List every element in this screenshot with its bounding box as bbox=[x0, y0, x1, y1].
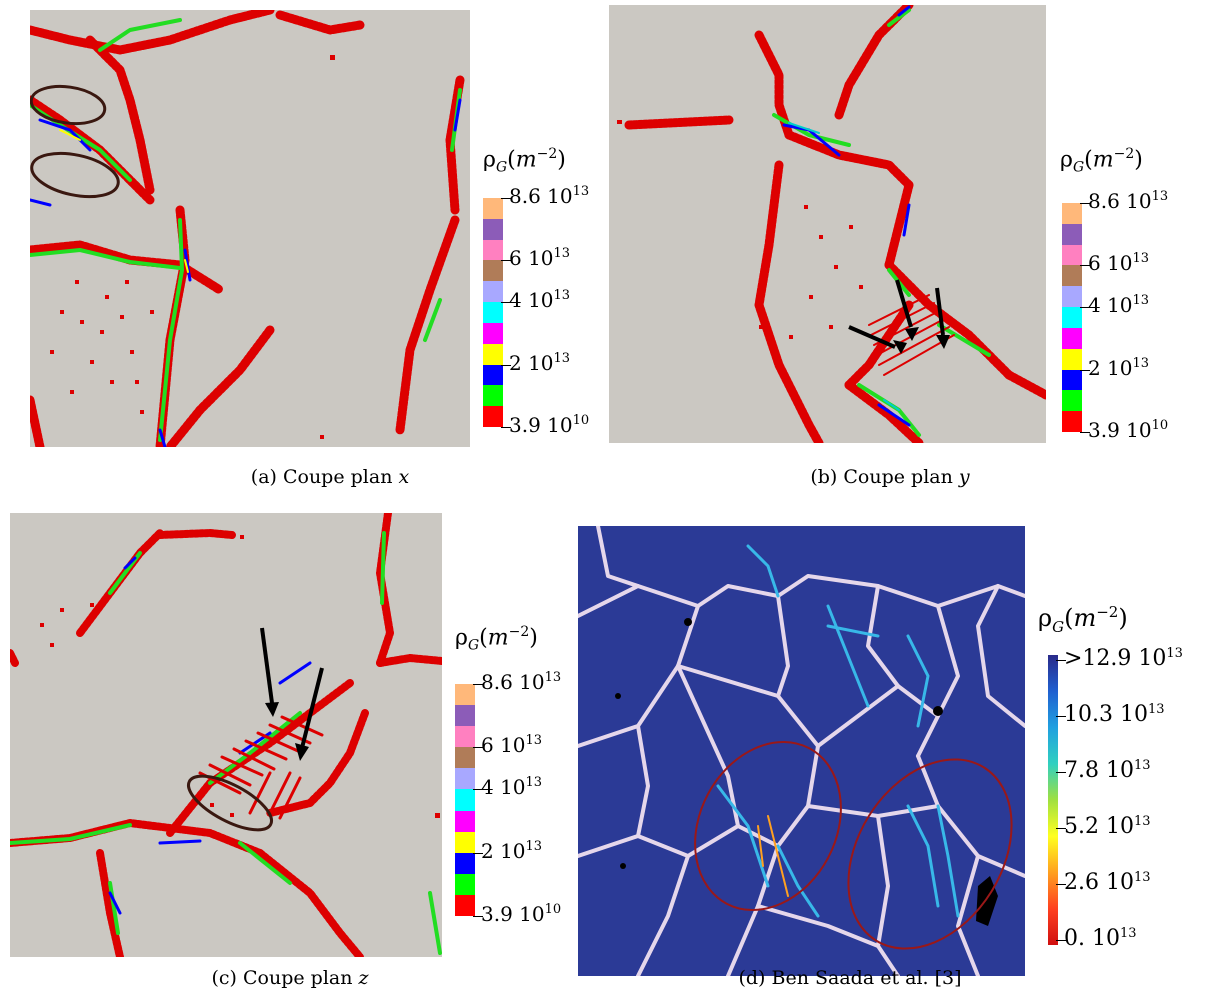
colorbar-tick-mark bbox=[1056, 884, 1066, 885]
panel-a: ρG(m−2) 8.6 1013 6 1013 4 1013 2 1013 3.9 10… bbox=[0, 0, 600, 490]
colorbar-tick-mark bbox=[1080, 432, 1090, 433]
colorbar-a bbox=[483, 198, 503, 428]
colorbar-swatch bbox=[1062, 307, 1082, 329]
colorbar-swatch bbox=[1062, 244, 1082, 266]
colorbar-title-c: ρG(m−2) bbox=[455, 624, 538, 654]
colorbar-tick-label: 3.9 1010 bbox=[481, 902, 562, 926]
colorbar-swatch bbox=[483, 385, 503, 407]
colorbar-swatch bbox=[483, 322, 503, 345]
colorbar-tick-mark bbox=[501, 302, 511, 304]
colorbar-swatch bbox=[455, 726, 475, 748]
colorbar-tick-label: 3.9 1010 bbox=[1088, 418, 1169, 442]
colorbar-swatch bbox=[455, 768, 475, 790]
colorbar-tick-mark bbox=[501, 198, 511, 199]
colorbar-tick-mark bbox=[473, 684, 483, 685]
colorbar-tick-mark bbox=[1080, 369, 1090, 371]
colorbar-tick-mark bbox=[501, 364, 511, 366]
colorbar-swatch bbox=[1062, 223, 1082, 246]
colorbar-swatch bbox=[1062, 348, 1082, 371]
colorbar-title-b: ρG(m−2) bbox=[1060, 146, 1143, 176]
colorbar-tick-mark bbox=[1056, 828, 1066, 829]
panel-d: ρG(m−2) >12.9 1013 10.3 1013 7.8 1013 5.2 1… bbox=[578, 490, 1209, 993]
colorbar-swatch bbox=[455, 684, 475, 706]
colorbar-swatch bbox=[483, 406, 503, 428]
colorbar-tick-label: 4 1013 bbox=[481, 775, 543, 800]
colorbar-tick-mark bbox=[1080, 307, 1090, 309]
colorbar-tick-mark bbox=[1056, 716, 1066, 717]
colorbar-tick-mark bbox=[1056, 772, 1066, 773]
colorbar-tick-mark bbox=[1080, 265, 1090, 267]
colorbar-tick-label: 6 1013 bbox=[509, 246, 571, 271]
colorbar-swatch bbox=[483, 343, 503, 366]
colorbar-tick-label: 2 1013 bbox=[1088, 355, 1150, 380]
density-map-d-svg bbox=[578, 526, 1025, 976]
colorbar-tick-label: 2 1013 bbox=[481, 838, 543, 863]
density-map-c-svg bbox=[10, 513, 442, 957]
density-map-c bbox=[10, 513, 442, 957]
density-map-a-svg bbox=[30, 10, 465, 447]
colorbar-tick-label: 4 1013 bbox=[509, 288, 571, 313]
colorbar-tick-label: 8.6 1013 bbox=[1088, 189, 1169, 213]
colorbar-tick-label: 10.3 1013 bbox=[1064, 702, 1165, 727]
colorbar-swatch bbox=[483, 198, 503, 220]
colorbar-tick-label: 0. 1013 bbox=[1064, 926, 1137, 951]
colorbar-tick-label: 4 1013 bbox=[1088, 293, 1150, 318]
colorbar-b bbox=[1062, 203, 1082, 433]
panel-b: ρG(m−2) 8.6 1013 6 1013 4 1013 2 1013 3.9 10… bbox=[600, 0, 1209, 490]
colorbar-swatch bbox=[455, 873, 475, 896]
colorbar-swatch bbox=[483, 260, 503, 282]
panel-c: ρG(m−2) 8.6 1013 6 1013 4 1013 2 1013 3.9 10… bbox=[0, 490, 600, 993]
colorbar-tick-label: 3.9 1010 bbox=[509, 413, 590, 437]
colorbar-tick-mark bbox=[1056, 660, 1066, 661]
colorbar-c bbox=[455, 684, 475, 917]
colorbar-swatch bbox=[483, 364, 503, 386]
colorbar-tick-mark bbox=[501, 427, 511, 428]
colorbar-swatch bbox=[455, 705, 475, 727]
colorbar-swatch bbox=[483, 302, 503, 324]
colorbar-swatch bbox=[1062, 286, 1082, 308]
colorbar-swatch bbox=[455, 747, 475, 769]
caption-c: (c) Coupe plan z bbox=[211, 967, 369, 989]
colorbar-tick-mark bbox=[473, 916, 483, 917]
colorbar-swatch bbox=[1062, 327, 1082, 350]
colorbar-title-a: ρG(m−2) bbox=[483, 146, 566, 176]
colorbar-swatch bbox=[455, 789, 475, 812]
density-map-b bbox=[609, 5, 1046, 443]
colorbar-tick-mark bbox=[1056, 940, 1066, 941]
density-map-d bbox=[578, 526, 1025, 976]
colorbar-swatch bbox=[1062, 411, 1082, 433]
colorbar-swatch bbox=[483, 218, 503, 241]
density-map-b-svg bbox=[617, 5, 1046, 443]
colorbar-tick-label: 8.6 1013 bbox=[481, 670, 562, 694]
colorbar-tick-label: 2 1013 bbox=[509, 350, 571, 375]
colorbar-swatch bbox=[483, 239, 503, 261]
colorbar-tick-label: 2.6 1013 bbox=[1064, 870, 1151, 895]
colorbar-title-d: ρG(m−2) bbox=[1038, 603, 1128, 636]
colorbar-swatch bbox=[455, 852, 475, 875]
colorbar-swatch bbox=[455, 810, 475, 833]
caption-d: (d) Ben Saada et al. [3] bbox=[738, 967, 962, 989]
colorbar-swatch bbox=[1062, 265, 1082, 287]
colorbar-tick-mark bbox=[473, 747, 483, 749]
colorbar-swatch bbox=[1062, 203, 1082, 225]
colorbar-tick-label: 6 1013 bbox=[481, 733, 543, 758]
colorbar-tick-mark bbox=[501, 260, 511, 262]
colorbar-swatch bbox=[1062, 369, 1082, 391]
colorbar-swatch bbox=[455, 894, 475, 917]
colorbar-tick-label: 8.6 1013 bbox=[509, 184, 590, 208]
caption-b: (b) Coupe plan y bbox=[810, 466, 970, 488]
colorbar-tick-mark bbox=[473, 789, 483, 791]
colorbar-tick-label: 7.8 1013 bbox=[1064, 758, 1151, 783]
caption-a: (a) Coupe plan x bbox=[250, 466, 410, 488]
colorbar-swatch bbox=[455, 831, 475, 854]
colorbar-tick-label: 5.2 1013 bbox=[1064, 814, 1151, 839]
colorbar-tick-mark bbox=[473, 852, 483, 854]
colorbar-tick-label: 6 1013 bbox=[1088, 251, 1150, 276]
colorbar-swatch bbox=[483, 281, 503, 303]
density-map-a bbox=[30, 10, 470, 447]
colorbar-swatch bbox=[1062, 390, 1082, 412]
colorbar-d bbox=[1048, 655, 1058, 945]
colorbar-tick-mark bbox=[1080, 203, 1090, 204]
colorbar-tick-label: >12.9 1013 bbox=[1064, 646, 1183, 671]
